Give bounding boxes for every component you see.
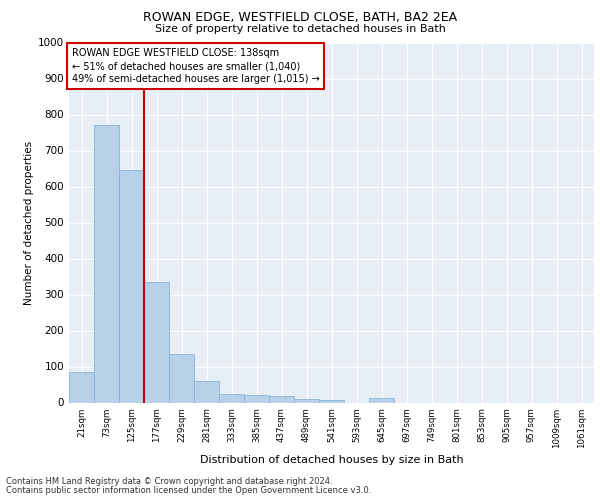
- Text: Contains HM Land Registry data © Crown copyright and database right 2024.: Contains HM Land Registry data © Crown c…: [6, 477, 332, 486]
- Text: ROWAN EDGE, WESTFIELD CLOSE, BATH, BA2 2EA: ROWAN EDGE, WESTFIELD CLOSE, BATH, BA2 2…: [143, 11, 457, 24]
- Bar: [94, 126, 119, 402]
- Text: Size of property relative to detached houses in Bath: Size of property relative to detached ho…: [155, 24, 445, 34]
- Bar: [144, 282, 169, 403]
- Bar: [369, 398, 394, 402]
- Bar: [194, 381, 219, 402]
- Bar: [219, 394, 244, 402]
- X-axis label: Distribution of detached houses by size in Bath: Distribution of detached houses by size …: [200, 454, 463, 464]
- Y-axis label: Number of detached properties: Number of detached properties: [24, 140, 34, 304]
- Bar: [119, 170, 144, 402]
- Bar: [294, 399, 319, 402]
- Text: Contains public sector information licensed under the Open Government Licence v3: Contains public sector information licen…: [6, 486, 371, 495]
- Bar: [169, 354, 194, 403]
- Bar: [69, 372, 94, 402]
- Bar: [269, 396, 294, 402]
- Bar: [319, 400, 344, 402]
- Text: ROWAN EDGE WESTFIELD CLOSE: 138sqm
← 51% of detached houses are smaller (1,040)
: ROWAN EDGE WESTFIELD CLOSE: 138sqm ← 51%…: [71, 48, 319, 84]
- Bar: [244, 394, 269, 402]
